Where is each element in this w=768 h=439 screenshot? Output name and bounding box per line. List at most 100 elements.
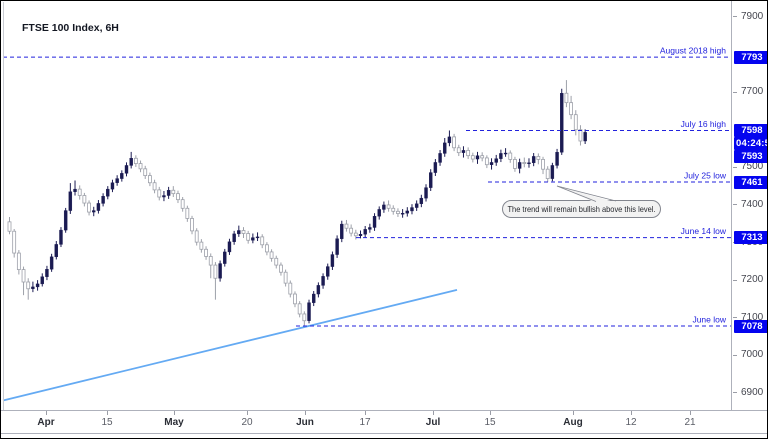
candle-down [171,189,176,195]
candle-down [353,232,358,237]
candle-down [564,92,569,104]
price-tick-mark [733,354,737,356]
time-tick-label: 15 [484,417,496,428]
candle-up [101,196,105,204]
candle-up [410,207,414,212]
price-tick-mark [733,317,737,319]
candle-up [499,153,503,159]
candle-up [35,283,40,288]
plot-left-border [3,2,4,410]
time-tick-label: May [164,417,184,428]
candle-up [73,188,77,192]
candle-up [237,230,241,235]
candle-up [368,227,372,230]
candle-down [138,163,143,170]
candle-up [255,236,260,239]
candle-up [560,93,564,153]
candle-up [106,188,110,197]
price-tick-label: 7500 [741,161,764,173]
candle-down [569,102,573,116]
candle-up [129,158,133,166]
price-tick-mark [733,279,737,281]
candle-up [45,269,49,277]
time-tick-mark [107,411,108,415]
candle-up [59,229,63,245]
candle-up [461,150,466,153]
candle-up [124,165,129,174]
candle-up [443,142,447,154]
panel-bottom-border [0,433,768,434]
candle-up [414,203,419,208]
callout-tail-edge [556,185,617,202]
price-tick-label: 7900 [741,10,764,22]
candle-down [344,223,349,229]
time-tick-label: 15 [101,417,113,428]
candle-up [531,156,536,164]
candle-up [120,173,124,179]
candle-down [541,159,545,170]
price-tick-mark [733,392,737,394]
time-tick-mark [690,411,691,415]
chart-plot-area[interactable]: August 2018 high July 16 high July 25 low J… [0,0,731,433]
candle-up [503,152,508,155]
time-tick-label: 12 [625,417,637,428]
candle-up [307,302,311,321]
candle-up [227,241,232,253]
price-level-label: 7598 [734,124,768,137]
candle-up [550,165,555,179]
level-label: June low [692,314,726,324]
candle-up [447,136,452,144]
candle-up [96,203,101,211]
candle-down [484,157,489,166]
candle-down [82,195,87,204]
price-tick-mark [733,91,737,93]
time-axis[interactable]: Apr 15 May 20 Jun 17 Jul 15 Aug 12 21 [0,410,768,433]
candle-up [162,195,166,198]
level-label: July 16 high [681,119,727,129]
candle-up [68,191,73,211]
time-tick-label: Jul [425,417,441,428]
candle-up [49,256,54,270]
trendline[interactable] [2,289,458,402]
candle-up [419,197,424,204]
candle-up [54,244,58,258]
candle-down [185,207,190,219]
price-tick-label: 7100 [741,311,764,323]
time-tick-label: 20 [241,417,253,428]
time-tick-label: Apr [37,417,55,428]
candle-down [508,152,513,160]
candle-up [218,263,222,279]
candle-up [232,233,236,242]
candle-down [26,281,31,290]
candle-down [204,248,208,257]
chart-drawings: August 2018 high July 16 high July 25 low J… [2,46,731,402]
price-tick-mark [733,16,737,18]
candle-up [340,223,344,239]
callout-box[interactable] [502,200,661,218]
candle-down [7,221,12,232]
time-tick-mark [174,411,175,415]
countdown-label: 04:24:5 [734,137,768,150]
callout-annotation[interactable]: The trend will remain bullish above this… [502,185,661,218]
candle-down [87,202,91,213]
candle-up [358,234,363,236]
level-label: July 25 low [684,170,727,180]
candle-down [578,129,583,142]
candle-up [326,266,330,277]
price-axis[interactable]: 7900770075007400730072007100700069007793… [731,0,768,433]
price-tick-label: 7000 [741,349,764,361]
candle-up [424,187,428,199]
candle-down [396,210,400,214]
time-tick-mark [573,411,574,415]
price-tick-mark [733,204,737,206]
candle-down [157,189,162,198]
time-tick-mark [490,411,491,415]
time-tick-mark [305,411,306,415]
candle-down [208,256,213,266]
price-tick-label: 7700 [741,86,764,98]
candle-down [194,230,199,243]
time-tick-mark [433,411,434,415]
candle-down [143,168,148,176]
candle-down [297,303,302,315]
time-tick-mark [46,411,47,415]
